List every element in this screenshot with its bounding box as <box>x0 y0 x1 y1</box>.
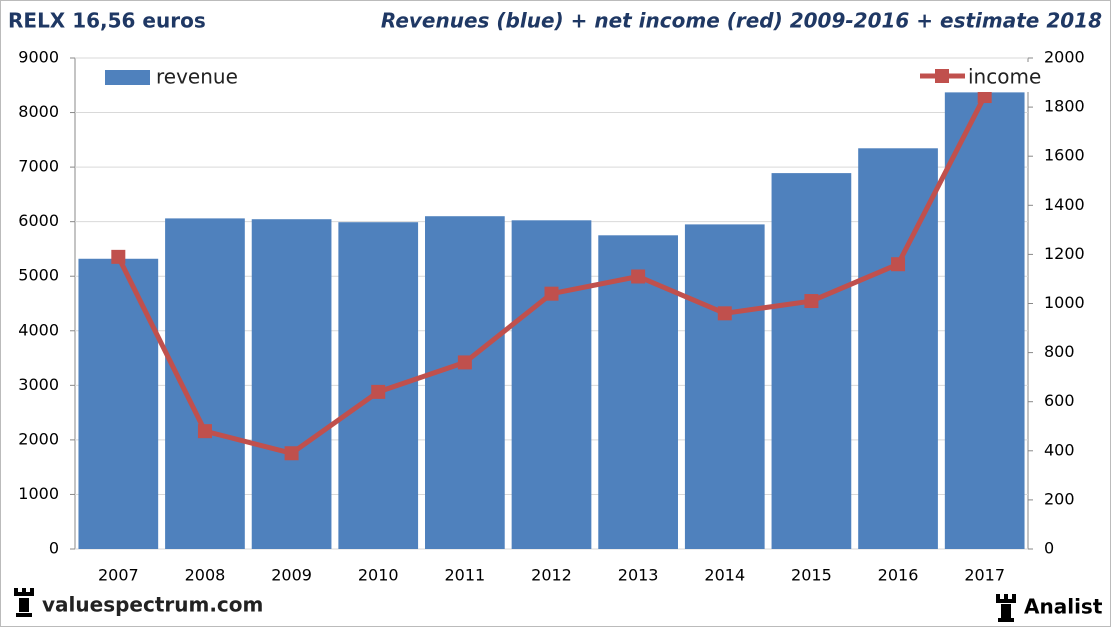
y-tick-label: 0 <box>49 539 59 558</box>
x-tick-label: 2017 <box>964 566 1005 585</box>
y-tick-label: 7000 <box>18 157 59 176</box>
legend-marker <box>935 69 949 83</box>
y2-tick-label: 800 <box>1044 342 1075 361</box>
y-tick-label: 1000 <box>18 484 59 503</box>
income-marker <box>804 294 819 309</box>
income-marker <box>457 355 472 370</box>
footer-right: Analist <box>1024 595 1103 619</box>
income-marker <box>544 286 559 301</box>
x-tick-label: 2012 <box>531 566 572 585</box>
bar <box>684 224 765 549</box>
bar <box>771 173 852 549</box>
x-tick-label: 2011 <box>445 566 486 585</box>
income-marker <box>631 269 646 284</box>
y2-tick-label: 600 <box>1044 391 1075 410</box>
y2-tick-label: 0 <box>1044 539 1054 558</box>
x-tick-label: 2015 <box>791 566 832 585</box>
y-tick-label: 8000 <box>18 102 59 121</box>
y2-tick-label: 1800 <box>1044 97 1085 116</box>
chart-title: RELX 16,56 euros <box>8 9 206 33</box>
income-marker <box>717 306 732 321</box>
bar <box>425 216 505 549</box>
x-tick-label: 2008 <box>185 566 226 585</box>
x-tick-label: 2009 <box>271 566 312 585</box>
chart-subtitle: Revenues (blue) + net income (red) 2009-… <box>381 9 1102 33</box>
rook-icon <box>996 594 1016 622</box>
bar <box>165 218 245 550</box>
bar <box>511 220 592 549</box>
footer-left: valuespectrum.com <box>42 593 263 617</box>
y2-tick-label: 1000 <box>1044 293 1085 312</box>
bar <box>251 219 332 549</box>
y-tick-label: 2000 <box>18 429 59 448</box>
income-marker <box>284 446 299 461</box>
legend-label: revenue <box>156 65 238 89</box>
y2-tick-label: 2000 <box>1044 48 1085 67</box>
x-tick-label: 2014 <box>704 566 745 585</box>
y-tick-label: 4000 <box>18 320 59 339</box>
y-tick-label: 9000 <box>18 48 59 67</box>
bar <box>78 258 159 549</box>
x-tick-label: 2016 <box>878 566 919 585</box>
y2-tick-label: 1400 <box>1044 195 1085 214</box>
y-tick-label: 5000 <box>18 266 59 285</box>
x-tick-label: 2010 <box>358 566 399 585</box>
income-marker <box>891 257 906 272</box>
y-tick-label: 3000 <box>18 375 59 394</box>
rook-icon <box>14 588 34 617</box>
income-marker <box>111 249 126 264</box>
x-tick-label: 2013 <box>618 566 659 585</box>
income-marker <box>371 384 386 399</box>
y-tick-label: 6000 <box>18 211 59 230</box>
legend-swatch <box>105 70 150 85</box>
y2-tick-label: 1200 <box>1044 244 1085 263</box>
legend-label: income <box>968 65 1041 89</box>
x-tick-label: 2007 <box>98 566 139 585</box>
income-marker <box>197 424 212 439</box>
y2-tick-label: 1600 <box>1044 146 1085 165</box>
income-marker <box>977 89 992 104</box>
bar <box>944 92 1025 550</box>
y2-tick-label: 200 <box>1044 489 1075 508</box>
y2-tick-label: 400 <box>1044 440 1075 459</box>
